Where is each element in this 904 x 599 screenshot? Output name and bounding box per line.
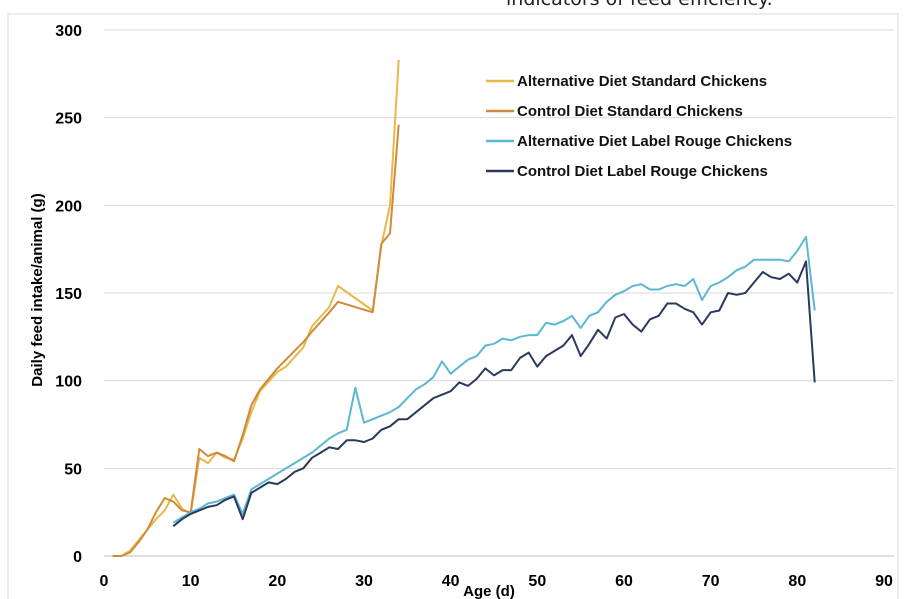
x-axis-title: Age (d) [463, 583, 515, 599]
x-tick-label: 90 [875, 573, 893, 590]
x-tick-label: 70 [702, 573, 720, 590]
legend-label: Control Diet Standard Chickens [517, 103, 743, 120]
x-tick-label: 40 [442, 573, 460, 590]
series-line-3 [172, 235, 816, 524]
series-line-2 [112, 124, 400, 557]
gridlines [104, 29, 894, 469]
figure-caption: indicators of feed efficiency. [506, 0, 773, 10]
x-tick-label: 80 [788, 573, 806, 590]
legend-label: Alternative Diet Label Rouge Chickens [517, 133, 792, 150]
x-tick-label: 60 [615, 573, 633, 590]
y-tick-label: 0 [73, 549, 82, 566]
y-tick-label: 200 [55, 198, 82, 215]
x-tick-label: 20 [268, 573, 286, 590]
y-tick-labels: 0 50 100 150 200 250 300 [55, 23, 82, 566]
legend-label: Alternative Diet Standard Chickens [517, 73, 767, 90]
legend: Alternative Diet Standard Chickens Contro… [486, 73, 792, 180]
x-tick-labels: 0 10 20 30 40 50 60 70 80 90 [100, 573, 893, 590]
x-tick-label: 0 [100, 573, 109, 590]
x-tick-label: 30 [355, 573, 373, 590]
legend-label: Control Diet Label Rouge Chickens [517, 163, 768, 180]
y-axis-title: Daily feed intake/animal (g) [29, 193, 46, 386]
y-tick-label: 50 [64, 461, 82, 478]
y-tick-label: 300 [55, 23, 82, 40]
x-tick-label: 10 [182, 573, 200, 590]
y-tick-label: 100 [55, 374, 82, 391]
y-tick-label: 250 [55, 111, 82, 128]
x-tick-label: 50 [528, 573, 546, 590]
series-line-4 [172, 260, 816, 527]
series-layer [112, 59, 816, 557]
y-tick-label: 150 [55, 286, 82, 303]
chart-border [7, 13, 899, 599]
